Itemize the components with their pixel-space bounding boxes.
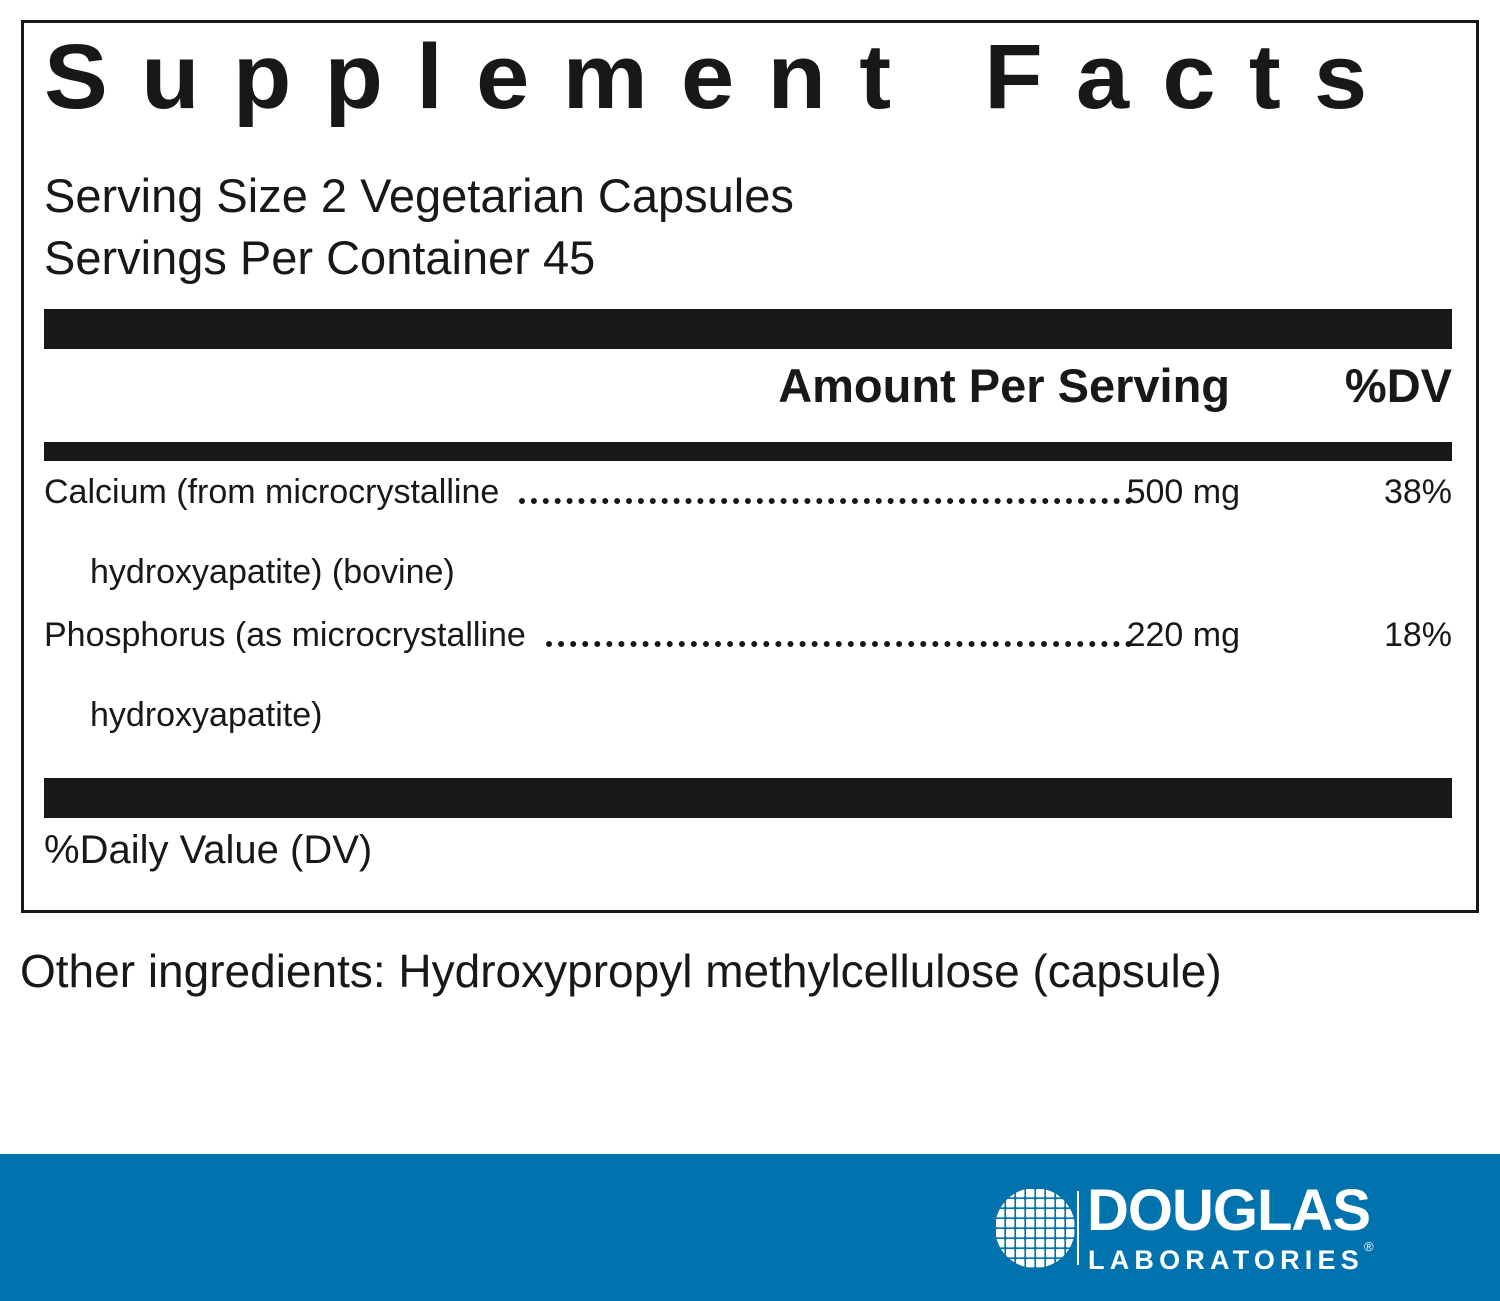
svg-text:LABORATORIES: LABORATORIES xyxy=(1088,1245,1364,1273)
svg-text:DOUGLAS: DOUGLAS xyxy=(1087,1183,1370,1243)
svg-text:®: ® xyxy=(1364,1239,1374,1254)
